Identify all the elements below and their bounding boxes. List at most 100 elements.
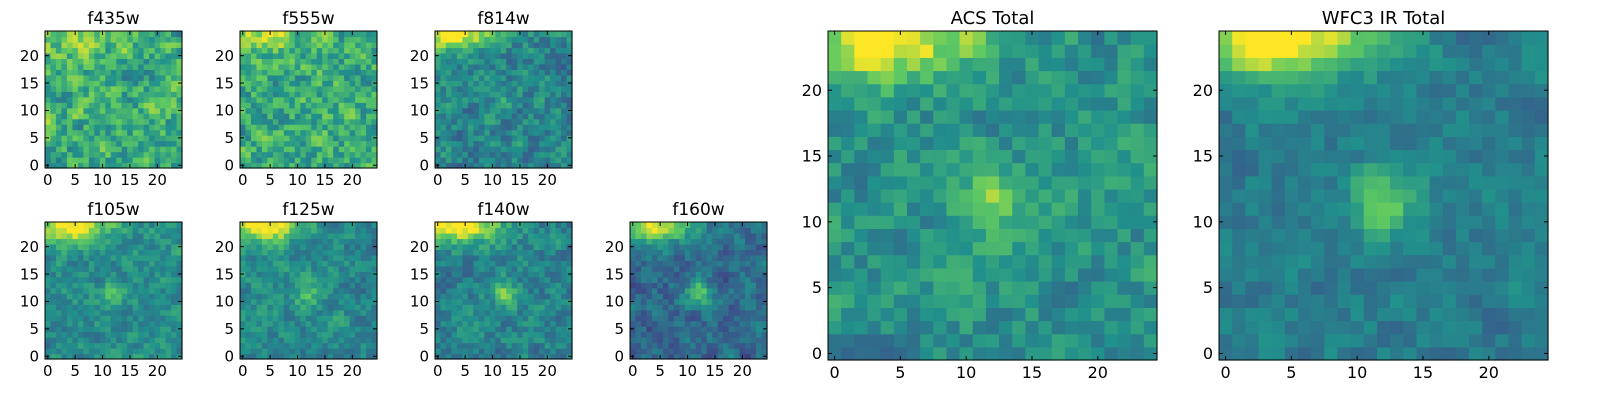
- heatmap-cell: [544, 107, 551, 114]
- heatmap-cell: [138, 157, 145, 164]
- heatmap-cell: [165, 238, 172, 245]
- heatmap-cell: [121, 353, 128, 360]
- heatmap-cell: [283, 91, 290, 98]
- heatmap-cell: [250, 254, 258, 261]
- heatmap-cell: [105, 140, 112, 147]
- heatmap-cell: [440, 41, 447, 49]
- heatmap-cell: [630, 315, 637, 322]
- heatmap-cell: [972, 267, 987, 282]
- heatmap-cell: [121, 91, 128, 98]
- heatmap-cell: [946, 215, 961, 229]
- x-tick-label: 10: [288, 171, 307, 189]
- heatmap-cell: [360, 326, 367, 333]
- heatmap-cell: [539, 47, 546, 54]
- heatmap-cell: [528, 31, 535, 38]
- y-tick-label: 5: [224, 320, 234, 338]
- heatmap-cell: [999, 228, 1013, 243]
- heatmap-cell: [289, 326, 296, 333]
- heatmap-cell: [522, 80, 529, 87]
- heatmap-cell: [445, 260, 453, 267]
- heatmap-cell: [456, 271, 463, 278]
- heatmap-cell: [55, 249, 63, 256]
- heatmap-cell: [828, 307, 842, 322]
- heatmap-cell: [105, 107, 112, 114]
- heatmap-cell: [349, 287, 356, 294]
- heatmap-cell: [750, 238, 757, 245]
- heatmap-cell: [283, 102, 290, 109]
- heatmap-cell: [267, 85, 274, 92]
- heatmap-cell: [533, 80, 540, 87]
- heatmap-cell: [305, 85, 312, 92]
- heatmap-cell: [462, 309, 469, 316]
- heatmap-cell: [256, 162, 263, 169]
- heatmap-cell: [1078, 307, 1092, 322]
- heatmap-cell: [739, 232, 746, 240]
- heatmap-cell: [110, 52, 117, 59]
- heatmap-cell: [149, 315, 156, 322]
- heatmap-cell: [662, 304, 669, 311]
- heatmap-cell: [533, 337, 540, 344]
- heatmap-cell: [99, 282, 106, 289]
- heatmap-cell: [867, 346, 882, 361]
- heatmap-cell: [462, 69, 469, 76]
- heatmap-cell: [734, 348, 741, 355]
- heatmap-cell: [456, 326, 463, 333]
- heatmap-cell: [533, 63, 540, 70]
- heatmap-cell: [690, 238, 697, 245]
- heatmap-cell: [165, 41, 172, 49]
- heatmap-cell: [127, 63, 134, 70]
- heatmap-cell: [160, 342, 167, 349]
- heatmap-cell: [1078, 294, 1092, 308]
- heatmap-cell: [1104, 346, 1119, 361]
- heatmap-cell: [495, 260, 502, 267]
- heatmap-cell: [528, 293, 535, 300]
- heatmap-cell: [893, 294, 908, 308]
- heatmap-cell: [456, 243, 463, 250]
- heatmap-cell: [695, 304, 702, 311]
- heatmap-cell: [283, 254, 290, 261]
- heatmap-cell: [300, 102, 307, 109]
- heatmap-cell: [289, 113, 296, 120]
- heatmap-cell: [322, 118, 329, 125]
- heatmap-cell: [668, 337, 675, 344]
- heatmap-cell: [250, 91, 258, 98]
- heatmap-cell: [154, 243, 161, 250]
- heatmap-cell: [522, 113, 529, 120]
- heatmap-cell: [240, 227, 247, 234]
- heatmap-cell: [127, 102, 134, 109]
- heatmap-cell: [723, 254, 730, 261]
- heatmap-cell: [316, 249, 323, 256]
- heatmap-cell: [294, 80, 301, 87]
- heatmap-cell: [256, 74, 263, 81]
- heatmap-cell: [176, 113, 183, 120]
- heatmap-cell: [690, 331, 697, 338]
- heatmap-cell: [289, 151, 296, 158]
- heatmap-cell: [495, 52, 502, 59]
- heatmap-cell: [440, 31, 447, 38]
- heatmap-cell: [72, 309, 79, 316]
- heatmap-cell: [435, 118, 442, 125]
- heatmap-cell: [344, 69, 351, 76]
- heatmap-cell: [717, 276, 724, 283]
- heatmap-cell: [500, 227, 507, 234]
- heatmap-cell: [640, 271, 648, 278]
- heatmap-cell: [630, 227, 637, 234]
- heatmap-cell: [445, 326, 453, 333]
- heatmap-cell: [517, 293, 524, 300]
- heatmap-cell: [522, 162, 529, 169]
- heatmap-cell: [105, 118, 112, 125]
- heatmap-cell: [245, 91, 252, 98]
- heatmap-cell: [555, 276, 562, 283]
- heatmap-cell: [435, 129, 442, 136]
- heatmap-cell: [522, 320, 529, 327]
- heatmap-cell: [371, 342, 378, 349]
- heatmap-cell: [360, 107, 367, 114]
- heatmap-cell: [250, 102, 258, 109]
- heatmap-cell: [517, 342, 524, 349]
- heatmap-cell: [371, 140, 378, 147]
- heatmap-cell: [300, 232, 307, 240]
- heatmap-cell: [478, 58, 485, 65]
- heatmap-cell: [300, 287, 307, 294]
- heatmap-cell: [728, 260, 735, 267]
- heatmap-cell: [440, 135, 447, 142]
